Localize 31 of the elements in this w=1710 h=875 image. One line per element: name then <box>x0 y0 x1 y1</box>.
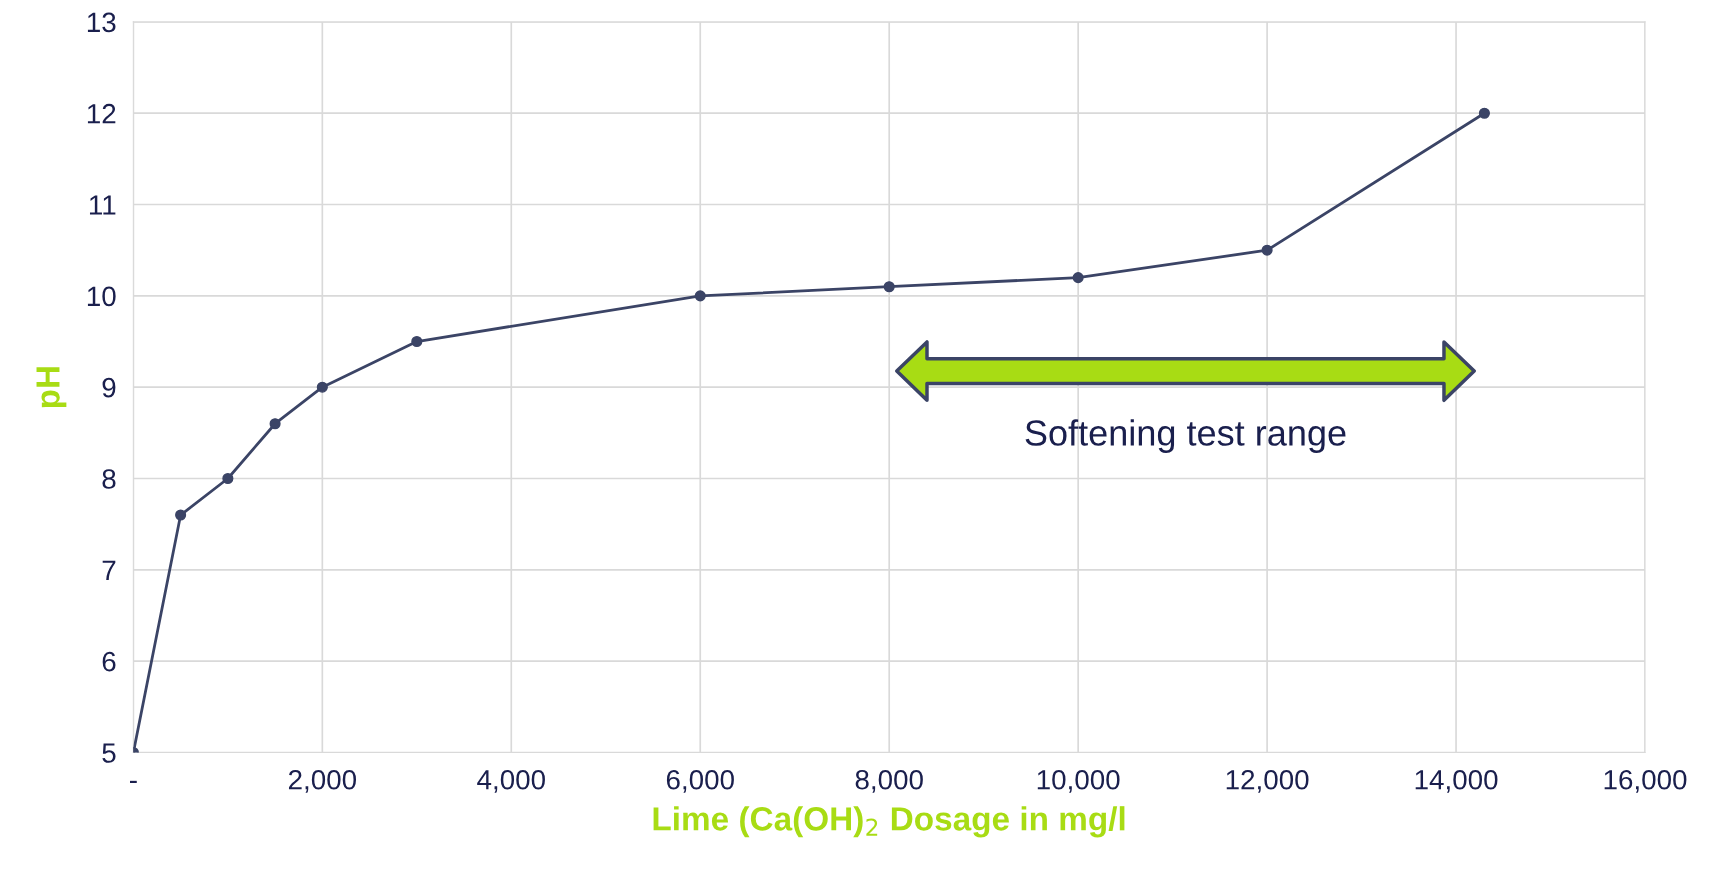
y-tick-label: 6 <box>102 651 116 672</box>
y-tick-label: 13 <box>87 12 116 33</box>
x-tick-label: 14,000 <box>1415 769 1498 793</box>
point <box>222 472 234 485</box>
point <box>411 335 423 348</box>
x-tick-label: 6,000 <box>666 769 734 793</box>
y-tick-label: 5 <box>102 743 116 763</box>
y-tick-label: 8 <box>102 469 116 489</box>
x-tick-label: 10,000 <box>1037 769 1120 793</box>
point <box>269 418 281 430</box>
y-axis-title: pH <box>36 367 67 408</box>
x-tick-label: 12,000 <box>1226 769 1309 793</box>
x-tick-label: - <box>129 780 137 783</box>
point <box>1478 107 1490 119</box>
point <box>883 281 895 293</box>
x-tick-label: 8,000 <box>855 769 923 793</box>
x-tick-label: 2,000 <box>288 769 357 793</box>
y-tick-label: 11 <box>89 195 116 215</box>
point <box>316 381 328 393</box>
x-tick-label: 4,000 <box>477 769 545 793</box>
annotation: Softening test range <box>1025 419 1346 453</box>
y-tick-label: 10 <box>87 286 116 307</box>
y-tick-label: 7 <box>102 560 116 580</box>
point <box>1261 244 1273 256</box>
y-tick-label: 9 <box>102 377 116 398</box>
point <box>175 509 187 521</box>
point <box>1072 272 1084 284</box>
point <box>694 290 706 302</box>
x-axis-title: Lime (Ca(OH)$_{2}$ Dosage in mg/l <box>653 806 1125 838</box>
y-tick-label: 12 <box>87 103 116 124</box>
x-tick-label: 16,000 <box>1604 769 1687 793</box>
